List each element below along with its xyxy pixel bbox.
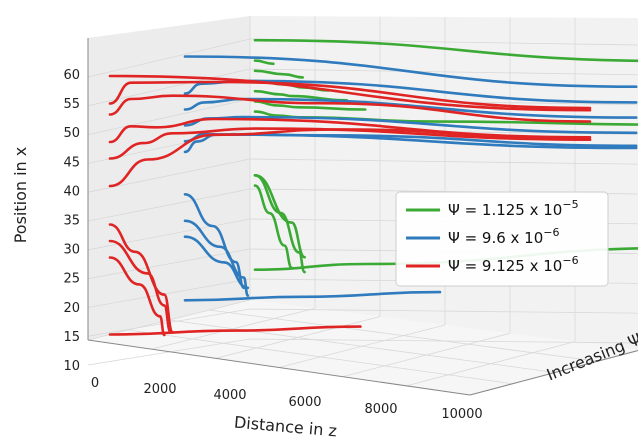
- y-tick-label: 20: [63, 301, 80, 316]
- series-line: [108, 256, 166, 337]
- grid-line: [168, 319, 556, 373]
- legend-label: Ψ = 9.6 x 10−6: [448, 226, 560, 247]
- legend: Ψ = 1.125 x 10−5 Ψ = 9.6 x 10−6 Ψ = 9.125 …: [395, 191, 609, 287]
- x-tick-label: 10000: [441, 407, 482, 422]
- series-line: [108, 239, 172, 334]
- series-line: [108, 94, 592, 123]
- series-line: [253, 38, 638, 63]
- y-tick-labels: 10 15 20 25 30 35 40 45 50 55 60: [63, 68, 80, 374]
- grid-line: [87, 248, 251, 279]
- series-line: [108, 80, 592, 110]
- side-pane: [88, 16, 250, 340]
- series-line: [108, 325, 362, 336]
- series-line: [183, 97, 638, 119]
- series-line: [253, 184, 293, 270]
- grid-line: [87, 188, 251, 222]
- grid-line: [87, 278, 251, 308]
- series-line: [253, 59, 275, 66]
- x-axis-line: [87, 339, 471, 396]
- grid-line: [87, 98, 251, 135]
- y-tick-label: 40: [63, 184, 80, 199]
- series-group: [108, 74, 592, 337]
- legend-label: Ψ = 9.125 x 10−6: [448, 254, 579, 275]
- series-line: [183, 55, 638, 88]
- legend-frame: [395, 191, 609, 287]
- series-line: [183, 235, 250, 290]
- x-tick-label: 8000: [364, 402, 397, 417]
- x-axis-title: Distance in z: [233, 413, 337, 441]
- series-line: [253, 89, 349, 102]
- series-line: [108, 74, 592, 112]
- floor-pane: [88, 300, 638, 395]
- x-tick-labels: 0 2000 4000 6000 8000 10000: [91, 376, 483, 422]
- series-line: [253, 174, 306, 274]
- y-tick-label: 10: [63, 359, 80, 374]
- grid-line: [249, 158, 638, 165]
- grid-line: [87, 218, 251, 251]
- grid-line: [87, 38, 251, 78]
- grid-line: [209, 309, 598, 362]
- series-line: [108, 127, 592, 160]
- y-tick-label: 45: [63, 155, 80, 170]
- y-tick-label: 25: [63, 272, 80, 287]
- y-tick-label: 30: [63, 243, 80, 258]
- x-tick-label: 0: [91, 376, 99, 391]
- x-tick-label: 6000: [288, 395, 321, 410]
- series-line: [253, 100, 367, 111]
- y-tick-label: 15: [63, 330, 80, 345]
- y-axis-title: Position in x: [11, 147, 30, 244]
- series-line: [253, 174, 306, 259]
- y-tick-label: 55: [63, 97, 80, 112]
- x-tick-label: 4000: [213, 388, 246, 403]
- series-line: [183, 290, 442, 302]
- legend-items: Ψ = 1.125 x 10−5 Ψ = 9.6 x 10−6 Ψ = 9.125 …: [406, 198, 579, 275]
- axis-edges: [87, 38, 638, 396]
- series-line: [108, 117, 592, 144]
- y-tick-label: 50: [63, 126, 80, 141]
- series-line: [253, 69, 304, 79]
- y-tick-label: 35: [63, 214, 80, 229]
- grid-line: [249, 68, 638, 76]
- grid-line: [128, 329, 513, 385]
- legend-label: Ψ = 1.125 x 10−5: [448, 198, 579, 219]
- z-axis-line: [469, 350, 638, 396]
- x-tick-label: 2000: [143, 382, 176, 397]
- y-tick-label: 60: [63, 68, 80, 83]
- series-layer: [108, 38, 638, 337]
- grid-line: [87, 158, 251, 193]
- grid-line: [249, 308, 638, 314]
